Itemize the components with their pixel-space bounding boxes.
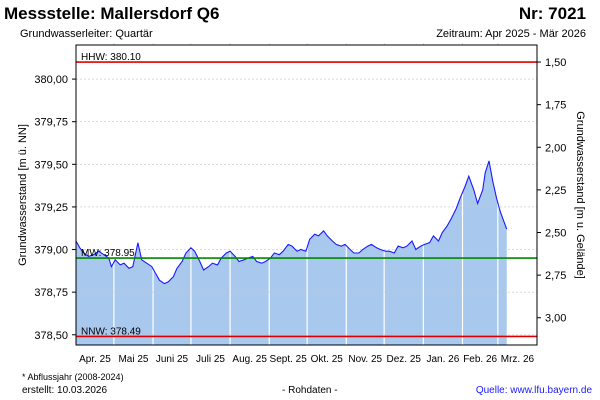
plot-frame — [75, 44, 538, 346]
x-tick-label: Mrz. 26 — [501, 354, 535, 365]
raw-data-note: - Rohdaten - — [282, 385, 338, 396]
x-tick-label: Okt. 25 — [311, 354, 344, 365]
created-date: erstellt: 10.03.2026 — [22, 385, 108, 396]
y-right-tick-label: 3,00 — [545, 313, 566, 325]
y-right-tick-label: 2,75 — [545, 270, 566, 282]
x-tick-label: Sept. 25 — [270, 354, 308, 365]
x-tick-label: Dez. 25 — [387, 354, 422, 365]
y-right-tick-label: 1,75 — [545, 100, 566, 112]
y-axis-title: Grundwasserstand [m ü. NN] — [17, 124, 29, 266]
station-number: Nr: 7021 — [518, 4, 586, 23]
y-tick-label: 380,00 — [34, 74, 68, 86]
x-tick-label: Feb. 26 — [463, 354, 497, 365]
x-tick-label: Juli 25 — [196, 354, 225, 365]
x-tick-label: Juni 25 — [156, 354, 189, 365]
hhw-label: HHW: 380.10 — [81, 52, 141, 63]
period-label: Zeitraum: Apr 2025 - Mär 2026 — [436, 28, 586, 40]
aquifer-label: Grundwasserleiter: Quartär — [20, 28, 153, 40]
y-tick-label: 379,25 — [34, 202, 68, 214]
y-right-tick-label: 2,50 — [545, 228, 566, 240]
x-tick-label: Aug. 25 — [232, 354, 267, 365]
y-right-tick-label: 2,25 — [545, 185, 566, 197]
y-tick-label: 379,00 — [34, 245, 68, 257]
y-tick-label: 379,75 — [34, 117, 68, 129]
y-tick-label: 378,75 — [34, 287, 68, 299]
water-level-area — [76, 160, 507, 345]
x-tick-label: Nov. 25 — [348, 354, 382, 365]
x-tick-label: Mai 25 — [118, 354, 148, 365]
water-level-line — [75, 160, 508, 285]
x-tick-label: Jan. 26 — [426, 354, 459, 365]
mw-label: MW: 378.95 — [81, 248, 135, 259]
nnw-label: NNW: 378.49 — [81, 326, 141, 337]
y-right-tick-label: 2,00 — [545, 142, 566, 154]
source-link[interactable]: Quelle: www.lfu.bayern.de — [475, 385, 592, 396]
y-axis-right-title: Grundwasserstand [m u. Gelände] — [574, 111, 586, 279]
y-right-tick-label: 1,50 — [545, 57, 566, 69]
y-tick-label: 379,50 — [34, 159, 68, 171]
x-tick-label: Apr. 25 — [79, 354, 111, 365]
footnote: * Abflussjahr (2008-2024) — [22, 372, 124, 382]
page-title: Messstelle: Mallersdorf Q6 — [4, 4, 220, 23]
y-tick-label: 378,50 — [34, 330, 68, 342]
